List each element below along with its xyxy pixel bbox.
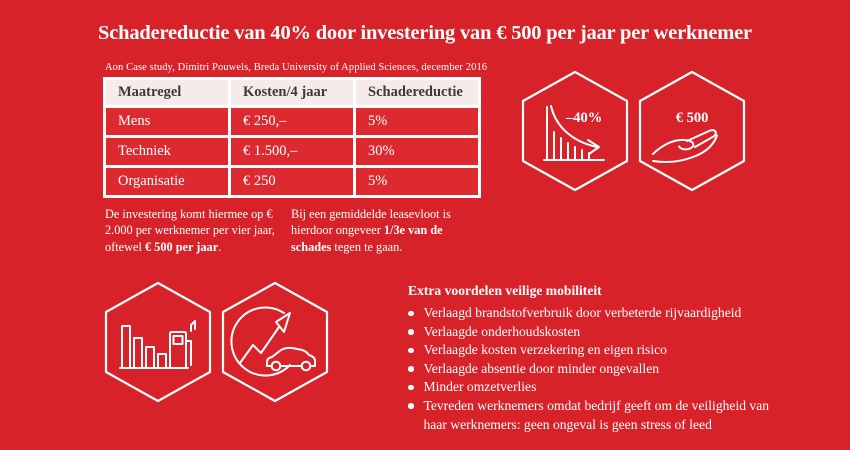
hexagon-outline [638,70,746,192]
list-item: Minder omzetverlies [408,378,790,397]
cost-per-year-label: € 500 [675,110,709,126]
list-item: Verlaagd brandstofverbruik door verbeter… [408,304,790,323]
hexagon-kosten: € 500 [637,70,747,192]
table-cell-mens-reductie: 5% [356,108,478,135]
note-investment-text: De investering komt hiermee op € 2.000 p… [105,207,275,254]
list-item: Verlaagde absentie door minder ongevalle… [408,360,790,379]
fuel-consumption-icon [119,320,196,369]
note-investment-period: . [218,239,222,254]
list-item: Verlaagde onderhoudskosten [408,323,790,342]
car-growth-icon [230,306,316,377]
bullet-icon [408,347,414,354]
hexagon-outline [221,281,329,403]
bullet-icon [408,384,414,391]
bullet-icon [408,403,414,409]
table-cell-organisatie: Organisatie [106,168,228,195]
bullet-icon [408,366,414,372]
table-cell-techniek: Techniek [106,138,228,165]
hexagon-outline [521,70,629,192]
benefits-heading: Extra voordelen veilige mobiliteit [408,283,602,298]
table-cell-organisatie-reductie: 5% [356,168,478,195]
table-cell-techniek-reductie: 30% [356,138,478,165]
benefits-section: Extra voordelen veilige mobiliteit Verla… [408,283,790,434]
hexagon-brandstof [103,281,213,403]
benefits-list: Verlaagd brandstofverbruik door verbeter… [408,304,790,434]
reduction-percentage-label: –40% [566,110,603,126]
table-header-kosten: Kosten/4 jaar [231,80,353,105]
note-leasefleet-bold: 1/3e van de schades [291,223,443,254]
table-header-maatregel: Maatregel [106,80,228,105]
list-item: Tevreden werknemers omdat bedrijf geeft … [408,397,790,434]
hexagon-outline [104,281,212,403]
table-cell-mens: Mens [106,108,228,135]
table-cell-organisatie-kosten: € 250 [231,168,353,195]
bullet-icon [408,310,414,316]
benefit-text: Verlaagd brandstofverbruik door verbeter… [423,305,742,320]
benefit-text: Minder omzetverlies [423,379,537,395]
note-investment-bold: € 500 per jaar [144,239,219,254]
benefit-text: Verlaagde kosten verzekering en eigen ri… [423,342,667,358]
table-cell-mens-kosten: € 250,– [231,108,353,135]
note-leasefleet: Bij een gemiddelde leasevloot is hierdoo… [291,206,483,255]
declining-chart-icon [543,105,605,161]
hexagon-schadereductie: –40% [520,70,630,192]
page-title: Schadereductie van 40% door investering … [98,22,752,44]
table-cell-techniek-kosten: € 1.500,– [231,138,353,165]
hexagon-omzet [220,281,330,403]
table-header-schadereductie: Schadereductie [356,80,478,105]
hand-icon [652,129,718,163]
note-investment: De investering komt hiermee op € 2.000 p… [105,206,301,255]
bullet-icon [408,329,414,335]
source-caption: Aon Case study, Dimitri Pouwels, Breda U… [105,62,488,73]
list-item: Verlaagde kosten verzekering en eigen ri… [408,341,790,360]
benefit-text: Tevreden werknemers omdat bedrijf geeft … [423,397,770,432]
note-leasefleet-text: Bij een gemiddelde leasevloot is hierdoo… [291,207,451,238]
note-leasefleet-end: tegen te gaan. [331,239,403,254]
measures-table: Maatregel Kosten/4 jaar Schadereductie M… [103,77,481,198]
benefit-text: Verlaagde onderhoudskosten [423,323,581,339]
benefit-text: Verlaagde absentie door minder ongevalle… [423,360,660,376]
